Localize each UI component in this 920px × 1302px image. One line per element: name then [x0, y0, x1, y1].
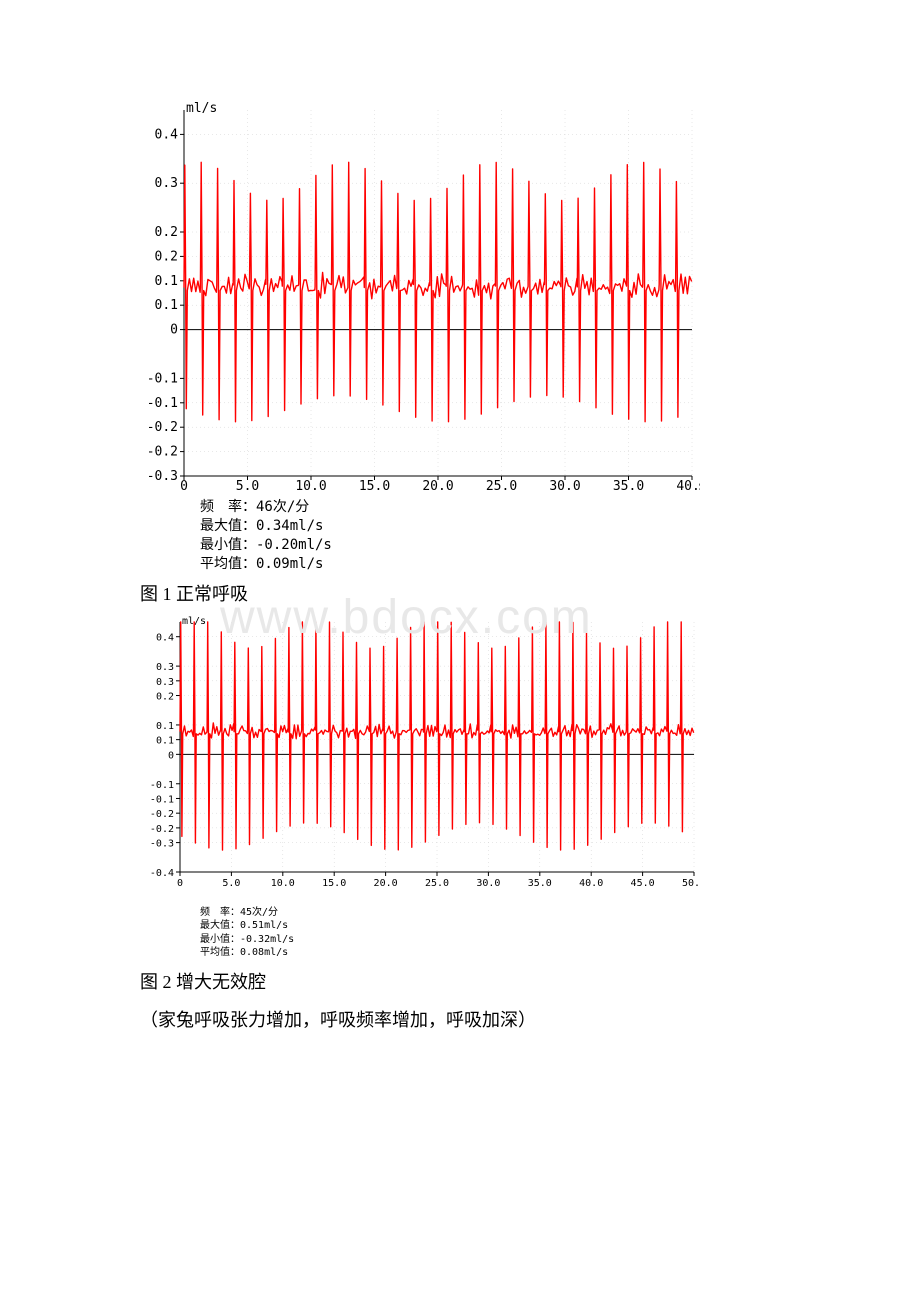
svg-text:0.2: 0.2: [156, 691, 174, 702]
stat-row: 平均值：0.09ml/s: [200, 555, 920, 574]
stat-row: 最大值：0.51ml/s: [200, 919, 920, 933]
svg-text:40.0: 40.0: [676, 479, 700, 490]
svg-text:-0.1: -0.1: [150, 794, 174, 805]
svg-text:0: 0: [170, 323, 178, 338]
svg-text:0.3: 0.3: [155, 176, 178, 191]
svg-text:-0.2: -0.2: [150, 809, 174, 820]
svg-text:0.1: 0.1: [156, 721, 174, 732]
svg-text:25.0: 25.0: [486, 479, 517, 490]
stat-value: 0.08ml/s: [240, 947, 288, 958]
stat-label: 最大值：: [200, 920, 240, 931]
stat-row: 频 率：45次/分: [200, 906, 920, 920]
svg-text:15.0: 15.0: [322, 878, 346, 889]
svg-text:35.0: 35.0: [528, 878, 552, 889]
svg-text:20.0: 20.0: [374, 878, 398, 889]
svg-text:0: 0: [177, 878, 183, 889]
svg-text:25.0: 25.0: [425, 878, 449, 889]
chart2-caption: 图 2 增大无效腔: [140, 968, 920, 994]
svg-text:-0.1: -0.1: [147, 371, 178, 386]
svg-text:0.1: 0.1: [155, 274, 178, 289]
chart2-stats: 频 率：45次/分 最大值：0.51ml/s 最小值：-0.32ml/s 平均值…: [200, 906, 920, 960]
svg-text:0: 0: [180, 479, 188, 490]
svg-text:-0.2: -0.2: [150, 823, 174, 834]
stat-label: 平均值：: [200, 556, 256, 572]
svg-text:15.0: 15.0: [359, 479, 390, 490]
svg-text:0.3: 0.3: [156, 662, 174, 673]
stat-value: 0.51ml/s: [240, 920, 288, 931]
stat-label: 最大值：: [200, 518, 256, 534]
svg-text:-0.1: -0.1: [150, 779, 174, 790]
stat-row: 最小值：-0.20ml/s: [200, 536, 920, 555]
svg-text:-0.4: -0.4: [150, 868, 174, 879]
stat-label: 频 率：: [200, 499, 256, 515]
svg-text:30.0: 30.0: [476, 878, 500, 889]
svg-text:ml/s: ml/s: [186, 101, 217, 116]
observation-note: （家兔呼吸张力增加，呼吸频率增加，呼吸加深）: [140, 1006, 920, 1032]
stat-row: 最小值：-0.32ml/s: [200, 933, 920, 947]
stat-value: 0.34ml/s: [256, 518, 323, 534]
svg-text:40.0: 40.0: [579, 878, 603, 889]
svg-text:0.1: 0.1: [156, 735, 174, 746]
svg-text:-0.3: -0.3: [150, 838, 174, 849]
svg-text:-0.2: -0.2: [147, 420, 178, 435]
stat-label: 最小值：: [200, 537, 256, 553]
svg-text:30.0: 30.0: [549, 479, 580, 490]
svg-text:45.0: 45.0: [631, 878, 655, 889]
svg-text:50.0: 50.0: [682, 878, 700, 889]
svg-text:-0.2: -0.2: [147, 445, 178, 460]
svg-text:0.4: 0.4: [155, 127, 179, 142]
svg-text:10.0: 10.0: [295, 479, 326, 490]
svg-text:0.2: 0.2: [155, 249, 178, 264]
svg-text:-0.1: -0.1: [147, 396, 178, 411]
stat-row: 平均值：0.08ml/s: [200, 946, 920, 960]
svg-text:0.3: 0.3: [156, 676, 174, 687]
stat-label: 最小值：: [200, 934, 240, 945]
chart1-caption: 图 1 正常呼吸: [140, 580, 920, 606]
stat-value: -0.32ml/s: [240, 934, 294, 945]
document-page: -0.3 -0.2 -0.2 -0.1 -0.1 0 0.1 0.1 0.2 0.2 0.3 0.4 m…: [0, 0, 920, 1032]
chart1-block: -0.3 -0.2 -0.2 -0.1 -0.1 0 0.1 0.1 0.2 0.2 0.3 0.4 m…: [140, 100, 920, 490]
svg-text:0: 0: [168, 750, 174, 761]
chart1-svg: -0.3 -0.2 -0.2 -0.1 -0.1 0 0.1 0.1 0.2 0.2 0.3 0.4 m…: [140, 100, 700, 490]
stat-value: 45次/分: [240, 907, 278, 918]
stat-value: 0.09ml/s: [256, 556, 323, 572]
stat-row: 最大值：0.34ml/s: [200, 517, 920, 536]
stat-label: 频 率：: [200, 907, 240, 918]
svg-text:35.0: 35.0: [613, 479, 644, 490]
stat-value: 46次/分: [256, 499, 309, 515]
stat-label: 平均值：: [200, 947, 240, 958]
svg-text:0.4: 0.4: [156, 632, 174, 643]
chart2-svg: -0.4 -0.3 -0.2 -0.2 -0.1 -0.1 0 0.1 0.1 0.2 0.3 0.3…: [140, 616, 700, 906]
svg-text:10.0: 10.0: [271, 878, 295, 889]
svg-text:0.1: 0.1: [155, 298, 178, 313]
chart1-stats: 频 率：46次/分 最大值：0.34ml/s 最小值：-0.20ml/s 平均值…: [200, 498, 920, 574]
svg-text:5.0: 5.0: [222, 878, 240, 889]
svg-text:0.2: 0.2: [155, 225, 178, 240]
svg-text:s: s: [698, 479, 700, 490]
svg-text:20.0: 20.0: [422, 479, 453, 490]
chart2-block: www.bdocx.com -0.4-0.3-0.2-0.2-0.1-0.100…: [140, 616, 920, 960]
stat-value: -0.20ml/s: [256, 537, 332, 553]
stat-row: 频 率：46次/分: [200, 498, 920, 517]
svg-text:5.0: 5.0: [236, 479, 259, 490]
svg-text:-0.3: -0.3: [147, 469, 178, 484]
